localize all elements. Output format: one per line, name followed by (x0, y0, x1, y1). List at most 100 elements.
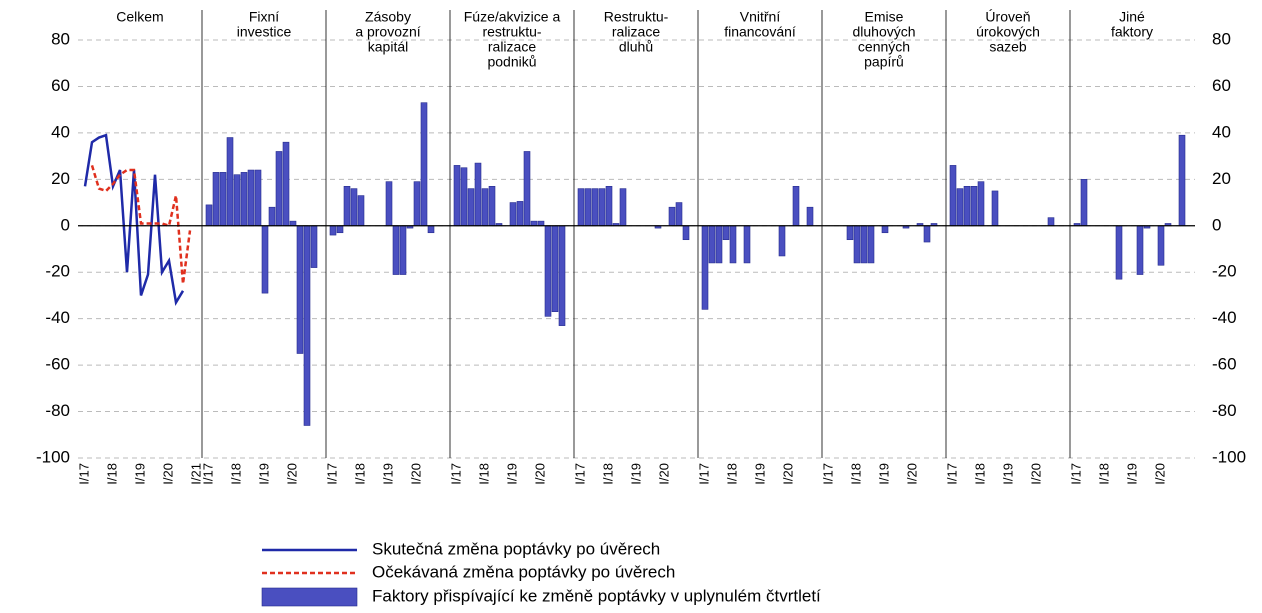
x-tick-label: I/17 (696, 463, 711, 485)
bar (991, 190, 999, 227)
bar (226, 137, 234, 227)
bar (792, 186, 800, 227)
bar (949, 165, 957, 227)
legend-label: Faktory přispívající ke změně poptávky v… (372, 586, 821, 605)
bar (701, 225, 709, 310)
y2-tick-label: 80 (1212, 29, 1231, 48)
x-tick-label: I/20 (408, 463, 423, 485)
panel-title: sazeb (989, 39, 1027, 55)
x-tick-label: I/20 (284, 463, 299, 485)
bar (722, 225, 730, 241)
bar (598, 188, 606, 227)
panel-title: Fixní (249, 9, 279, 25)
bar (577, 188, 585, 227)
bar (350, 188, 358, 227)
bar (682, 225, 690, 241)
bar (336, 225, 344, 234)
x-tick-label: I/17 (1068, 463, 1083, 485)
bar (357, 195, 365, 227)
panel-title: podniků (487, 54, 536, 70)
x-tick-label: I/20 (1152, 463, 1167, 485)
x-tick-label: I/17 (572, 463, 587, 485)
bar (453, 165, 461, 227)
x-tick-label: I/21 (188, 463, 203, 485)
bar (605, 186, 613, 227)
x-tick-label: I/19 (876, 463, 891, 485)
bar (523, 151, 531, 227)
panel-title: ralizace (612, 24, 660, 40)
x-tick-label: I/17 (200, 463, 215, 485)
bar (399, 225, 407, 275)
bar (619, 188, 627, 227)
bar (881, 225, 889, 234)
legend-label: Očekávaná změna poptávky po úvěrech (372, 562, 675, 581)
bar (675, 202, 683, 227)
bar (392, 225, 400, 275)
bar (537, 220, 545, 227)
panel-title: ralizace (488, 39, 536, 55)
bar (212, 172, 220, 227)
panel-title: Úroveň (985, 9, 1030, 25)
x-tick-label: I/19 (380, 463, 395, 485)
y2-tick-label: 60 (1212, 76, 1231, 95)
x-tick-label: I/19 (1124, 463, 1139, 485)
bar (584, 188, 592, 227)
x-tick-label: I/18 (352, 463, 367, 485)
y2-tick-label: 0 (1212, 215, 1221, 234)
bar (708, 225, 716, 264)
x-tick-label: I/17 (448, 463, 463, 485)
panel-title: Restruktu- (604, 9, 669, 25)
bar (427, 225, 435, 234)
panel-title: Celkem (116, 9, 163, 25)
panel-title: financování (724, 24, 796, 40)
bar (544, 225, 552, 317)
panel-title: Emise (865, 9, 904, 25)
y-tick-label: 80 (51, 29, 70, 48)
y2-tick-label: -60 (1212, 355, 1237, 374)
bar (509, 202, 517, 227)
bar (254, 169, 262, 227)
legend-label: Skutečná změna poptávky po úvěrech (372, 539, 660, 558)
x-tick-label: I/17 (944, 463, 959, 485)
legend-swatch (261, 587, 358, 607)
y2-tick-label: -20 (1212, 262, 1237, 281)
y-tick-label: 0 (61, 215, 70, 234)
y2-tick-label: 40 (1212, 122, 1231, 141)
bar (1115, 225, 1123, 280)
bar (282, 141, 290, 227)
panel-title: papírů (864, 54, 904, 70)
bar (956, 188, 964, 227)
x-tick-label: I/19 (256, 463, 271, 485)
bar (420, 102, 428, 227)
bar (205, 204, 213, 227)
y-tick-label: -100 (36, 447, 70, 466)
panel-title: cenných (858, 39, 910, 55)
bar (558, 225, 566, 326)
x-tick-label: I/17 (324, 463, 339, 485)
bar (846, 225, 854, 241)
bar (1047, 217, 1055, 227)
bar (860, 225, 868, 264)
line-series (83, 133, 185, 306)
bar (343, 186, 351, 227)
panel-title: a provozní (355, 24, 420, 40)
bar (668, 206, 676, 227)
panel-title: Vnitřní (740, 9, 781, 25)
x-tick-label: I/18 (476, 463, 491, 485)
bar (474, 162, 482, 227)
x-tick-label: I/18 (228, 463, 243, 485)
bar (296, 225, 304, 354)
bar (488, 186, 496, 227)
x-tick-label: I/19 (504, 463, 519, 485)
x-tick-label: I/20 (532, 463, 547, 485)
x-tick-label: I/18 (972, 463, 987, 485)
x-tick-label: I/18 (848, 463, 863, 485)
y-tick-label: 40 (51, 122, 70, 141)
panel-title: faktory (1111, 24, 1153, 40)
panel-title: Jiné (1119, 9, 1145, 25)
x-tick-label: I/20 (1028, 463, 1043, 485)
x-tick-label: I/18 (724, 463, 739, 485)
y2-tick-label: -80 (1212, 401, 1237, 420)
x-tick-label: I/19 (628, 463, 643, 485)
